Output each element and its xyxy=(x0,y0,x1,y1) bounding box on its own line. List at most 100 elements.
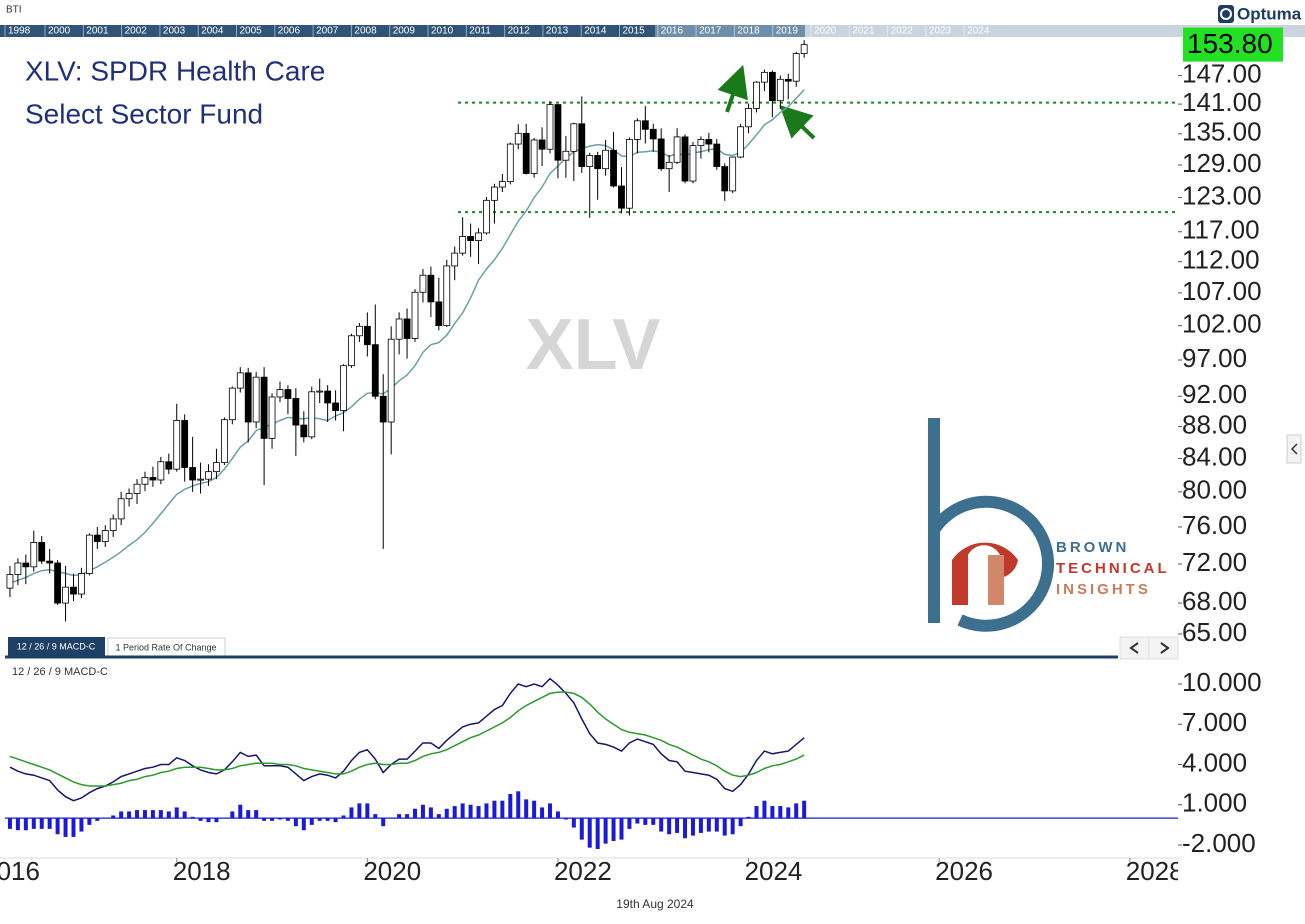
candle-body xyxy=(252,376,260,423)
histogram-bar xyxy=(484,803,489,819)
navigator-year: 1998 xyxy=(8,26,31,37)
title-line: Select Sector Fund xyxy=(25,98,263,129)
histogram-bar xyxy=(238,804,243,819)
navigator-year: 2010 xyxy=(431,26,454,37)
moving-average xyxy=(9,89,805,584)
candle-body xyxy=(213,462,220,473)
candle-body xyxy=(427,274,435,303)
navigator-year: 2022 xyxy=(891,26,914,37)
candle-body xyxy=(649,128,657,140)
logo-text: TECHNICAL xyxy=(1056,560,1170,577)
histogram-bar xyxy=(579,818,584,840)
candle-body xyxy=(681,136,689,182)
navigator-year: 2018 xyxy=(737,26,760,37)
macd-line xyxy=(9,677,805,802)
histogram-bar xyxy=(675,818,680,833)
histogram-bar xyxy=(468,804,473,819)
navigator-window[interactable] xyxy=(655,25,805,37)
histogram-bar xyxy=(317,818,322,821)
histogram-bar xyxy=(230,811,235,819)
histogram-bar xyxy=(254,810,259,819)
histogram-bar xyxy=(555,811,560,819)
navigator-year: 2014 xyxy=(584,26,607,37)
candle-body xyxy=(522,132,530,174)
candle-body xyxy=(451,252,459,267)
x-tick-label: 2026 xyxy=(935,856,993,886)
histogram-bar xyxy=(428,807,433,819)
candle-body xyxy=(578,123,586,167)
candle-body xyxy=(459,236,467,254)
scroll-left[interactable] xyxy=(1119,636,1150,660)
histogram-bar xyxy=(262,818,267,821)
brand-icon xyxy=(1218,5,1234,23)
navigator-year: 2012 xyxy=(508,26,531,37)
candle-body xyxy=(665,161,673,170)
y-tick-label: 107.00 xyxy=(1182,276,1262,306)
candle-body xyxy=(618,185,625,209)
histogram-bar xyxy=(23,818,28,831)
candle-body xyxy=(538,139,546,150)
candle-body xyxy=(403,318,411,339)
watermark: XLV xyxy=(526,305,661,385)
candle-body xyxy=(6,574,14,589)
histogram-bar xyxy=(460,803,465,819)
histogram-bar xyxy=(738,818,743,827)
histogram-bar xyxy=(778,806,783,819)
navigator-year: 2019 xyxy=(776,26,799,37)
candle-body xyxy=(626,139,633,209)
histogram-bar xyxy=(571,818,576,828)
tab-active[interactable] xyxy=(8,637,105,656)
histogram-bar xyxy=(349,807,354,819)
histogram-bar xyxy=(643,818,648,825)
histogram-bar xyxy=(127,811,132,819)
candle-body xyxy=(54,562,62,604)
candle-body xyxy=(530,139,538,174)
y-tick-label: 97.00 xyxy=(1182,343,1247,373)
y-tick-label: 147.00 xyxy=(1182,58,1262,88)
candle-body xyxy=(737,126,745,158)
candle-body xyxy=(348,335,355,367)
candle-body xyxy=(300,424,308,438)
candle-body xyxy=(371,344,379,397)
chevron xyxy=(1290,443,1298,455)
candle-body xyxy=(435,301,443,327)
candle-body xyxy=(419,274,427,293)
histogram-bar xyxy=(714,818,719,832)
histogram-bar xyxy=(47,818,52,829)
candle-body xyxy=(776,78,784,102)
histogram-bar xyxy=(397,814,402,819)
histogram-bar xyxy=(563,818,568,820)
navigator-year: 2021 xyxy=(852,26,875,37)
x-tick-label: 2028 xyxy=(1126,856,1184,886)
histogram-bar xyxy=(309,818,314,825)
histogram-bar xyxy=(373,814,378,819)
histogram-bar xyxy=(540,807,545,819)
histogram-bar xyxy=(659,818,664,832)
candle-body xyxy=(189,467,197,481)
histogram-bar xyxy=(150,810,155,819)
navigator-year: 2016 xyxy=(661,26,684,37)
candle-body xyxy=(467,236,474,241)
x-tick-label: 2022 xyxy=(554,856,612,886)
y-tick-label: 102.00 xyxy=(1182,309,1262,339)
candle-body xyxy=(697,139,705,147)
histogram-bar xyxy=(635,818,640,824)
histogram-bar xyxy=(142,810,147,819)
histogram-bar xyxy=(420,804,425,819)
histogram-bar xyxy=(198,818,203,821)
chevron xyxy=(1129,642,1139,654)
candle-body xyxy=(244,372,252,423)
candle-body xyxy=(546,104,554,150)
y-tick-label: 4.000 xyxy=(1182,747,1247,777)
histogram-bar xyxy=(516,791,521,819)
histogram-bar xyxy=(595,818,600,850)
candle-body xyxy=(610,149,617,187)
histogram-bar xyxy=(293,818,298,827)
side-toggle[interactable] xyxy=(1286,434,1302,464)
candle-body xyxy=(14,562,22,575)
scroll-right[interactable] xyxy=(1148,636,1179,660)
navigator-year: 2004 xyxy=(201,26,224,37)
candle-body xyxy=(753,81,760,109)
candle-body xyxy=(800,44,808,54)
